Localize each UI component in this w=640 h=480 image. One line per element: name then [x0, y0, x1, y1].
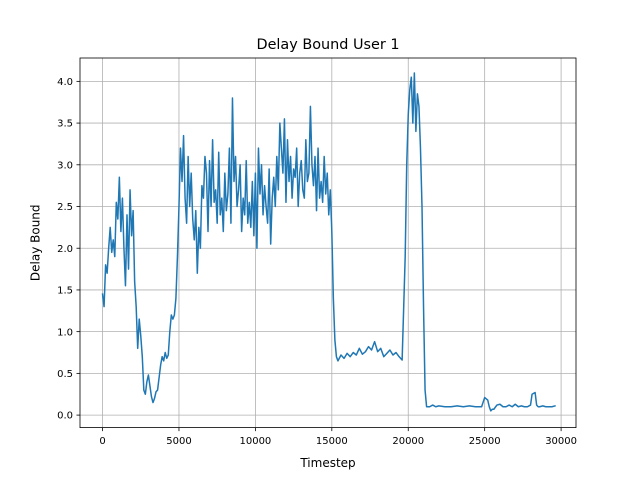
x-tick-label: 0 [99, 436, 105, 447]
delay-bound-series-line [101, 72, 556, 412]
y-tick-label: 4.0 [57, 77, 73, 88]
y-tick-label: 3.5 [57, 119, 73, 130]
x-tick-label: 5000 [166, 436, 191, 447]
y-tick-label: 1.0 [57, 327, 73, 338]
y-axis-ticks: 0.0 0.5 1.0 1.5 2.0 2.5 3.0 3.5 4.0 [57, 77, 80, 422]
x-tick-label: 15000 [316, 436, 348, 447]
plot-area [80, 58, 576, 428]
x-tick-label: 20000 [392, 436, 424, 447]
series-layer [101, 72, 556, 412]
grid-layer [80, 58, 576, 428]
x-tick-label: 25000 [469, 436, 501, 447]
y-tick-label: 2.5 [57, 202, 73, 213]
y-tick-label: 3.0 [57, 160, 73, 171]
x-axis-label: Timestep [299, 456, 355, 470]
y-axis-label: Delay Bound [29, 204, 43, 281]
y-tick-label: 0.5 [57, 369, 73, 380]
x-tick-label: 30000 [545, 436, 577, 447]
plot-frame [79, 57, 577, 429]
y-tick-label: 0.0 [57, 411, 73, 422]
y-tick-label: 1.5 [57, 286, 73, 297]
x-axis-ticks: 0 5000 10000 15000 20000 25000 30000 [99, 427, 577, 447]
x-tick-label: 10000 [239, 436, 271, 447]
y-tick-label: 2.0 [57, 244, 73, 255]
chart-title: Delay Bound User 1 [257, 37, 400, 53]
